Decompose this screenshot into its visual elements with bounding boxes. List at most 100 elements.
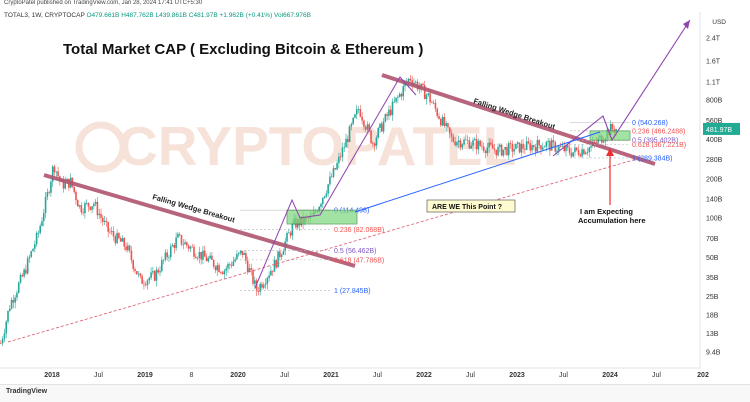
candle-body xyxy=(286,233,288,242)
candle-body xyxy=(153,271,156,281)
candle-body xyxy=(488,142,490,148)
candle-body xyxy=(30,251,33,257)
question-label-box xyxy=(426,199,516,213)
candle-body xyxy=(118,233,120,239)
candle-body xyxy=(393,101,396,103)
candle-body xyxy=(234,259,236,262)
candle-body xyxy=(473,139,476,141)
candle-body xyxy=(35,232,38,245)
symbol-label[interactable]: TOTAL3, 1W, CRYPTOCAP xyxy=(4,12,85,19)
candle-body xyxy=(200,251,202,260)
candle-body xyxy=(98,213,101,216)
fib-level-label: 0.5 (56.462B) xyxy=(334,248,376,255)
candle-body xyxy=(440,118,442,126)
candle-body xyxy=(516,142,519,144)
candle-body xyxy=(161,260,163,272)
candle-body xyxy=(389,109,392,116)
candle-body xyxy=(584,152,587,155)
candle-body xyxy=(357,109,360,110)
candle-body xyxy=(0,343,2,344)
time-tick: 2023 xyxy=(509,372,525,379)
candle-body xyxy=(506,147,508,156)
last-price-tag xyxy=(703,122,740,135)
candle-body xyxy=(80,205,83,213)
candle-body xyxy=(402,86,405,97)
candle-body xyxy=(550,140,553,151)
candle-body xyxy=(162,259,165,261)
candle-body xyxy=(203,250,206,257)
candle-body xyxy=(177,234,179,238)
candle-body xyxy=(559,146,562,148)
candle-body xyxy=(355,109,358,115)
chart-canvas[interactable]: CRYPTOPATEL Total Market CAP ( Excluding… xyxy=(0,0,750,384)
candle-body xyxy=(522,143,524,149)
candle-body xyxy=(502,149,505,156)
candle-body xyxy=(26,258,29,274)
tradingview-logo: TradingView xyxy=(6,388,48,395)
projection-arrowhead xyxy=(683,20,690,29)
candle-body xyxy=(572,152,574,157)
candle-body xyxy=(214,266,217,271)
price-tick: 18B xyxy=(706,313,719,320)
candle-body xyxy=(28,256,31,259)
candle-body xyxy=(255,280,258,292)
fib-level-label: 0.236 (466.2488) xyxy=(632,128,685,135)
candle-body xyxy=(414,81,417,83)
candle-body xyxy=(423,85,426,100)
candle-body xyxy=(103,220,106,222)
fib-level-label: 0.618 (47.786B) xyxy=(334,257,384,264)
candle-body xyxy=(436,108,439,116)
accumulation-arrowhead xyxy=(606,148,614,156)
candle-body xyxy=(25,269,27,274)
candle-body xyxy=(175,237,177,249)
accumulation-box-2020 xyxy=(286,209,358,225)
candle-body xyxy=(155,269,158,281)
candle-body xyxy=(533,145,535,148)
candle-body xyxy=(227,264,229,269)
candle-body xyxy=(152,271,154,273)
candle-body xyxy=(443,116,446,127)
currency-label: USD xyxy=(712,19,726,26)
candle-body xyxy=(184,242,186,245)
candle-body xyxy=(491,144,494,149)
candle-body xyxy=(3,333,6,339)
candle-body xyxy=(558,146,560,151)
ohlc-legend: TOTAL3, 1W, CRYPTOCAP O479.661B H487.762… xyxy=(4,12,311,19)
expect-label-line1: I am Expecting xyxy=(580,207,633,216)
time-axis[interactable]: 2018 Jul 2019 8 2020 Jul 2021 Jul 2022 Jul 2023 Jul… xyxy=(0,367,709,379)
candle-body xyxy=(341,147,344,158)
candle-body xyxy=(375,137,378,146)
candle-body xyxy=(14,297,16,303)
price-tick: 100B xyxy=(706,216,723,223)
candle-body xyxy=(135,271,138,275)
price-axis[interactable]: 2.4T 1.6T 1.1T 800B 560B 400B 280B 200B 140B 100B… xyxy=(699,12,740,368)
candle-body xyxy=(282,251,285,255)
candle-body xyxy=(321,197,324,205)
candle-body xyxy=(429,93,431,103)
candle-body xyxy=(398,93,401,97)
candle-body xyxy=(497,147,499,156)
candle-body xyxy=(221,272,224,275)
candle-body xyxy=(445,123,447,127)
candle-body xyxy=(463,139,465,145)
candle-body xyxy=(48,192,50,193)
candle-body xyxy=(91,206,93,210)
time-tick: Jul xyxy=(94,372,103,379)
candle-body xyxy=(180,235,183,245)
candle-body xyxy=(422,83,424,86)
candle-body xyxy=(144,284,147,286)
candle-body xyxy=(268,275,270,278)
last-price-label: 481.97B xyxy=(706,127,732,134)
candle-body xyxy=(141,276,143,284)
candle-body xyxy=(159,271,161,273)
candle-body xyxy=(404,83,406,87)
candle-body xyxy=(450,133,453,137)
candle-body xyxy=(85,202,88,204)
candle-body xyxy=(291,223,294,236)
candle-body xyxy=(169,246,172,258)
candle-body xyxy=(372,142,374,144)
candle-body xyxy=(515,143,517,150)
candle-body xyxy=(411,80,413,85)
candle-body xyxy=(602,141,605,143)
candle-body xyxy=(482,146,485,151)
